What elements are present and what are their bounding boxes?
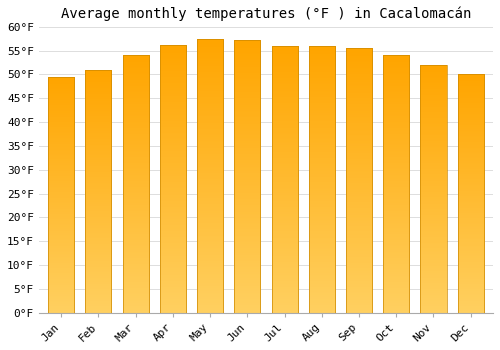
Title: Average monthly temperatures (°F ) in Cacalomacán: Average monthly temperatures (°F ) in Ca… [60, 7, 471, 21]
Bar [458, 75, 483, 313]
Bar [86, 70, 112, 313]
Bar [383, 55, 409, 313]
Bar [420, 65, 446, 313]
Bar [122, 55, 148, 313]
Bar [234, 40, 260, 313]
Bar [160, 45, 186, 313]
Bar [272, 46, 297, 313]
Bar [308, 46, 335, 313]
Bar [346, 48, 372, 313]
Bar [197, 39, 223, 313]
Bar [48, 77, 74, 313]
